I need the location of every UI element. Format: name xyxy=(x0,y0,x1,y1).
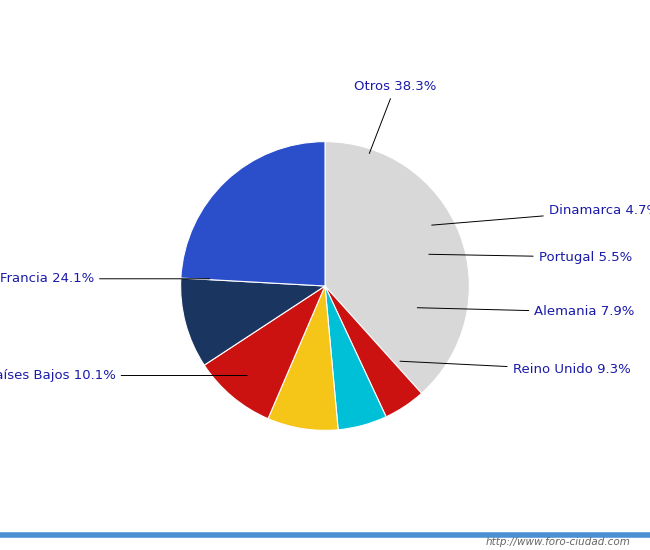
Text: Espartinas - Turistas extranjeros según país - Octubre de 2024: Espartinas - Turistas extranjeros según … xyxy=(86,15,564,31)
Wedge shape xyxy=(268,286,338,430)
Text: http://www.foro-ciudad.com: http://www.foro-ciudad.com xyxy=(486,537,630,547)
Wedge shape xyxy=(325,286,386,430)
Text: Otros 38.3%: Otros 38.3% xyxy=(354,80,436,153)
Text: Reino Unido 9.3%: Reino Unido 9.3% xyxy=(400,361,630,376)
Text: Dinamarca 4.7%: Dinamarca 4.7% xyxy=(432,205,650,225)
Text: Francia 24.1%: Francia 24.1% xyxy=(0,272,209,285)
Text: Países Bajos 10.1%: Países Bajos 10.1% xyxy=(0,369,247,382)
Wedge shape xyxy=(181,141,325,286)
Text: Alemania 7.9%: Alemania 7.9% xyxy=(417,305,634,318)
Wedge shape xyxy=(204,286,325,419)
Wedge shape xyxy=(181,278,325,365)
Wedge shape xyxy=(325,286,422,417)
Wedge shape xyxy=(325,141,469,393)
Text: Portugal 5.5%: Portugal 5.5% xyxy=(429,251,632,263)
